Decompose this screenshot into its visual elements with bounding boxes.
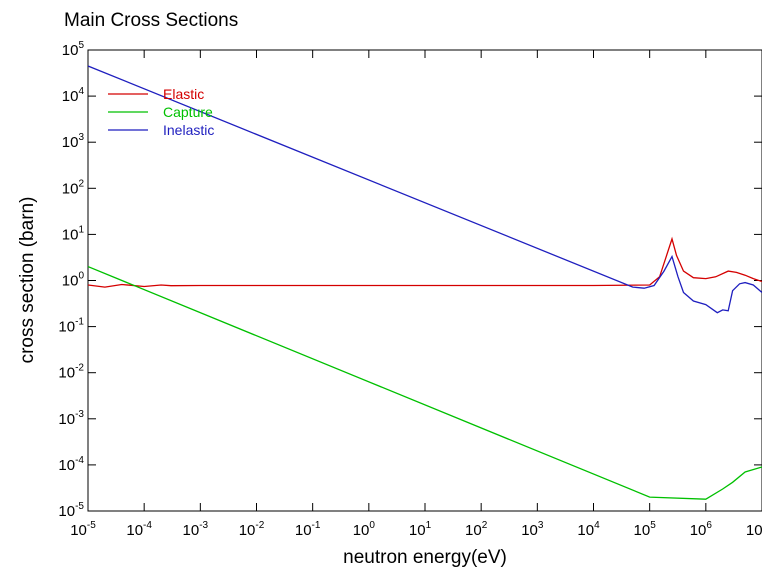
series-line-capture [88,265,762,500]
y-tick-label: 101 [62,224,85,243]
x-tick-label: 10-1 [295,520,321,539]
y-tick-label: 10-2 [58,363,84,382]
y-tick-label: 105 [62,40,85,59]
y-tick-label: 102 [62,178,85,197]
legend-label-capture: Capture [163,104,213,120]
x-tick-label: 10-4 [126,520,152,539]
y-tick-label: 10-5 [58,501,84,520]
legend-label-inelastic: Inelastic [163,122,214,138]
x-tick-label: 10-2 [239,520,265,539]
legend-label-elastic: Elastic [163,86,204,102]
chart-title: Main Cross Sections [64,10,238,31]
x-tick-label: 106 [690,520,713,539]
x-tick-label: 101 [409,520,432,539]
x-tick-label: 102 [465,520,488,539]
series-line-elastic [88,236,762,288]
y-tick-label: 10-4 [58,455,84,474]
series-line-inelastic [88,65,762,314]
x-tick-label: 105 [634,520,657,539]
legend: Elastic Capture Inelastic [108,86,214,138]
y-tick-label: 10-3 [58,409,84,428]
x-tick-label: 107 [746,520,762,539]
series-lines [88,65,762,500]
y-axis-label: cross section (barn) [17,197,38,364]
x-tick-label: 10-3 [183,520,209,539]
y-axis-ticks: 10-5 10-4 10-3 10-2 10-1 100 101 102 103 104 105 [58,40,762,520]
x-tick-label: 100 [353,520,376,539]
y-tick-label: 100 [62,271,85,290]
x-tick-label: 104 [577,520,600,539]
y-tick-label: 10-1 [58,317,84,336]
y-tick-label: 104 [62,86,85,105]
x-axis-ticks: 10-5 10-4 10-3 10-2 10-1 100 101 102 103 104 105 10… [70,50,762,539]
x-axis-label: neutron energy(eV) [343,547,507,568]
x-tick-label: 103 [521,520,544,539]
x-tick-label: 10-5 [70,520,96,539]
y-tick-label: 103 [62,132,85,151]
